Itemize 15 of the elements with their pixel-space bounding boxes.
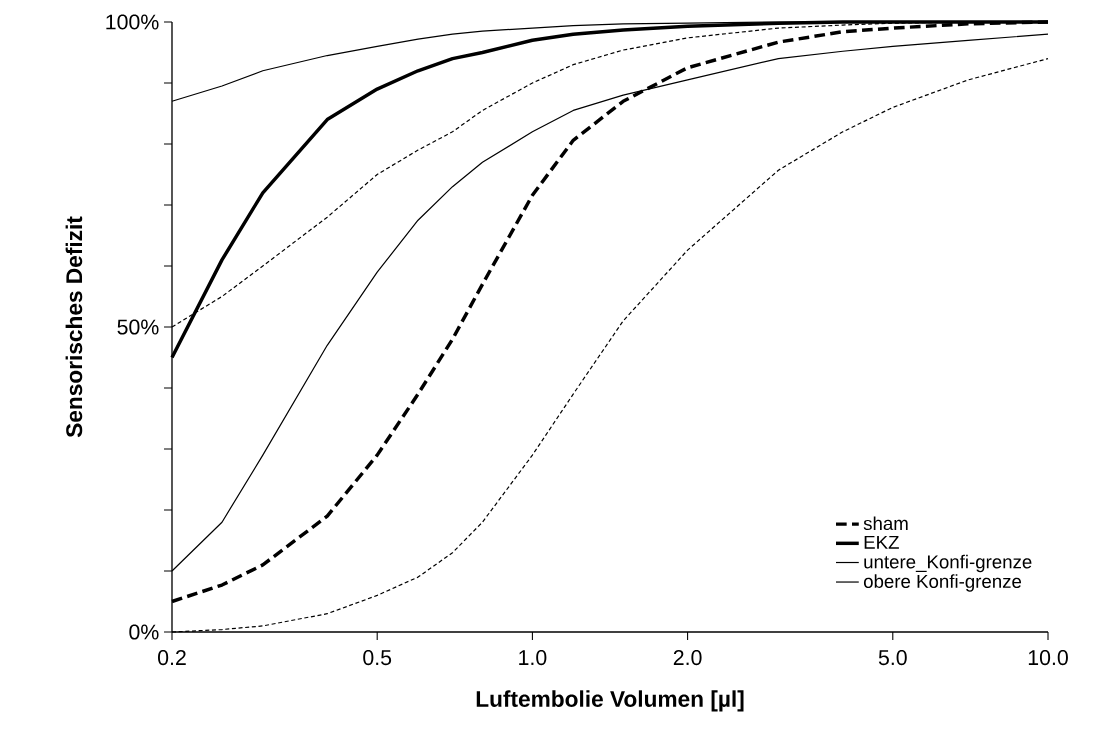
- legend-label: untere_Konfi-grenze: [864, 554, 1032, 573]
- y-tick-label: 0%: [129, 624, 159, 640]
- y-tick-label: 50%: [117, 319, 159, 335]
- x-tick-label: 0.2: [158, 650, 186, 666]
- legend-label: obere Konfi-grenze: [863, 574, 1022, 592]
- x-tick-label: 5.0: [878, 650, 907, 666]
- y-tick-label: 100%: [106, 14, 159, 30]
- x-axis-title: Luftembolie Volumen [µl]: [476, 690, 744, 712]
- y-axis-title: Sensorisches Defizit: [65, 216, 83, 438]
- x-tick-label: 10.0: [1028, 650, 1068, 666]
- x-tick-label: 1.0: [519, 650, 547, 666]
- legend-label: EKZ: [864, 535, 899, 549]
- x-tick-label: 2.0: [673, 650, 702, 666]
- legend-label: sham: [863, 516, 908, 531]
- x-tick-label: 0.5: [363, 650, 392, 666]
